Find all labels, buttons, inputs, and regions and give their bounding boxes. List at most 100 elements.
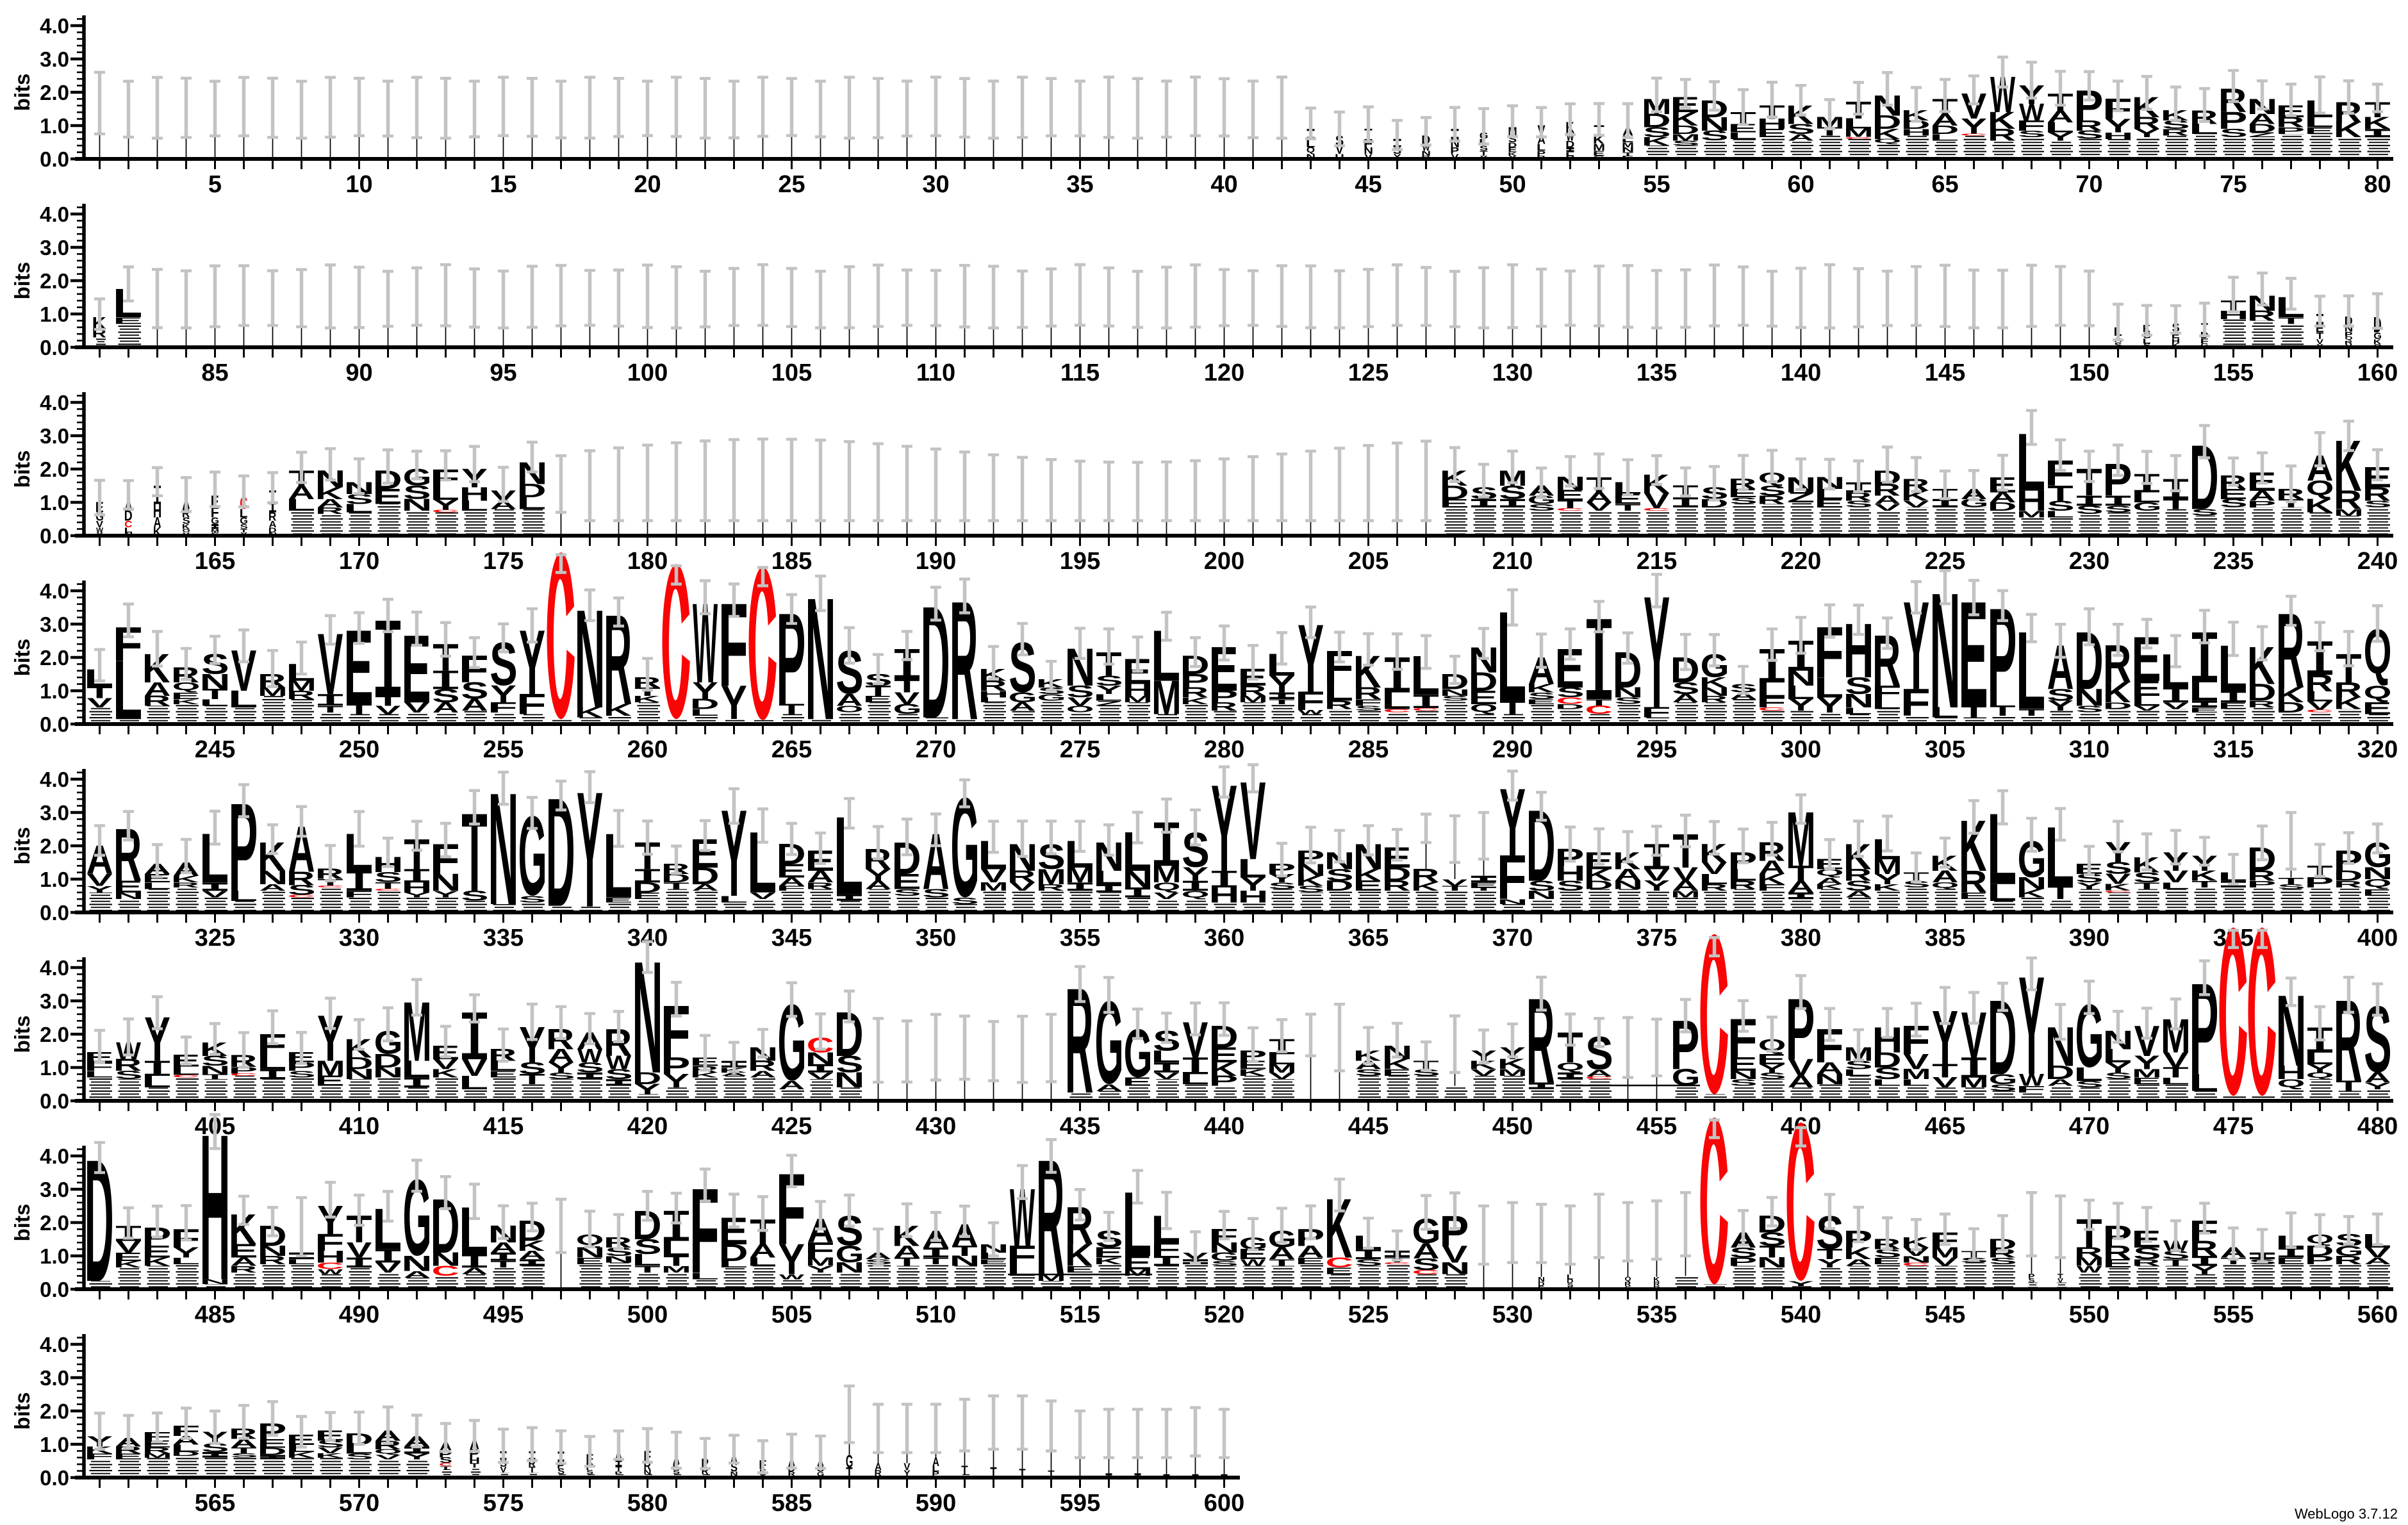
svg-text:D: D — [690, 697, 720, 713]
svg-text:P: P — [2218, 107, 2248, 134]
svg-text:40: 40 — [1210, 171, 1237, 198]
svg-text:Q: Q — [1556, 1060, 1585, 1073]
svg-text:W: W — [96, 527, 103, 534]
svg-text:A: A — [269, 520, 277, 530]
svg-text:S: S — [1441, 695, 1469, 702]
svg-text:T: T — [2316, 331, 2324, 342]
svg-text:G: G — [1037, 692, 1066, 702]
svg-text:S: S — [1355, 1067, 1382, 1078]
svg-text:575: 575 — [483, 1490, 524, 1517]
svg-text:400: 400 — [2357, 925, 2398, 952]
svg-text:390: 390 — [2069, 925, 2109, 952]
svg-text:S: S — [2075, 504, 2103, 516]
svg-text:S: S — [1758, 1071, 1786, 1082]
svg-text:N: N — [124, 532, 133, 537]
svg-text:P: P — [2276, 125, 2305, 136]
svg-text:S: S — [2115, 341, 2122, 349]
svg-text:600: 600 — [1204, 1490, 1244, 1517]
svg-text:T: T — [1615, 502, 1640, 513]
svg-text:K: K — [315, 484, 343, 503]
svg-text:45: 45 — [1355, 171, 1381, 198]
svg-text:F: F — [1872, 682, 1902, 704]
svg-text:C: C — [124, 520, 132, 530]
svg-text:N: N — [1364, 145, 1373, 156]
svg-text:G: G — [2133, 500, 2162, 514]
svg-text:T: T — [202, 686, 227, 702]
svg-text:S: S — [403, 482, 431, 503]
svg-text:E: E — [891, 870, 921, 894]
svg-text:Y: Y — [2047, 129, 2074, 143]
svg-text:D: D — [2247, 679, 2277, 706]
svg-text:M: M — [2016, 509, 2046, 520]
svg-text:V: V — [1471, 1068, 1497, 1078]
svg-text:S: S — [1845, 878, 1872, 894]
svg-text:Y: Y — [173, 1244, 199, 1260]
svg-text:N: N — [2363, 864, 2393, 883]
svg-text:V: V — [1644, 489, 1670, 513]
svg-text:C: C — [2306, 709, 2334, 713]
svg-text:S: S — [1643, 124, 1670, 140]
svg-text:K: K — [2103, 677, 2131, 709]
svg-text:H: H — [459, 483, 490, 505]
svg-text:A: A — [836, 690, 863, 709]
svg-text:A: A — [260, 882, 286, 893]
svg-text:C: C — [1643, 507, 1670, 512]
svg-text:2.0: 2.0 — [40, 1399, 69, 1423]
svg-text:385: 385 — [1925, 925, 1965, 952]
svg-text:bits: bits — [10, 639, 34, 677]
svg-text:E: E — [1439, 497, 1469, 510]
svg-text:M: M — [1036, 864, 1066, 889]
svg-text:D: D — [1670, 123, 1700, 136]
svg-text:R: R — [805, 880, 834, 891]
svg-text:R: R — [268, 510, 276, 523]
svg-text:535: 535 — [1637, 1301, 1677, 1328]
svg-text:V: V — [1644, 865, 1670, 884]
svg-text:T: T — [634, 685, 661, 698]
svg-text:E: E — [1538, 1285, 1545, 1290]
svg-text:Q: Q — [2345, 336, 2352, 341]
svg-text:265: 265 — [771, 736, 812, 763]
svg-text:P: P — [661, 1052, 691, 1079]
svg-text:Q: Q — [172, 680, 201, 693]
svg-text:W: W — [606, 1051, 632, 1073]
svg-text:250: 250 — [339, 736, 379, 763]
svg-text:E: E — [776, 861, 805, 882]
svg-text:S: S — [1625, 1285, 1631, 1290]
svg-text:L: L — [718, 894, 748, 905]
svg-text:255: 255 — [483, 736, 524, 763]
svg-text:Y: Y — [96, 531, 104, 536]
svg-text:Y: Y — [433, 889, 459, 900]
svg-text:E: E — [1381, 1067, 1411, 1078]
svg-text:F: F — [211, 504, 219, 521]
svg-text:N: N — [1526, 889, 1557, 902]
svg-text:S: S — [1480, 144, 1489, 152]
svg-text:T: T — [1788, 861, 1813, 886]
svg-text:V: V — [981, 865, 1007, 887]
svg-text:N: N — [1699, 685, 1730, 698]
svg-text:T: T — [1442, 884, 1467, 893]
svg-text:W: W — [2019, 99, 2045, 126]
svg-text:S: S — [2220, 127, 2247, 140]
svg-text:S: S — [1729, 495, 1757, 506]
svg-text:T: T — [375, 693, 400, 709]
svg-text:V: V — [87, 696, 113, 711]
svg-text:55: 55 — [1643, 171, 1670, 198]
svg-text:W: W — [2019, 1071, 2044, 1090]
svg-text:M: M — [258, 685, 287, 698]
svg-text:O: O — [836, 704, 864, 714]
svg-text:370: 370 — [1492, 925, 1533, 952]
svg-text:175: 175 — [483, 548, 524, 575]
svg-text:G: G — [240, 516, 248, 526]
svg-text:L: L — [84, 1069, 113, 1080]
svg-text:L: L — [170, 1255, 200, 1266]
svg-text:V: V — [1904, 1050, 1929, 1074]
svg-text:10: 10 — [345, 171, 372, 198]
svg-text:H: H — [1555, 861, 1586, 886]
svg-text:D: D — [2045, 1062, 2075, 1084]
svg-text:115: 115 — [1060, 359, 1100, 386]
svg-text:A: A — [779, 875, 805, 889]
svg-text:bits: bits — [10, 1204, 34, 1242]
svg-text:Y: Y — [2364, 1080, 2391, 1091]
svg-text:Q: Q — [2277, 1076, 2305, 1089]
svg-text:K: K — [1238, 1068, 1266, 1078]
